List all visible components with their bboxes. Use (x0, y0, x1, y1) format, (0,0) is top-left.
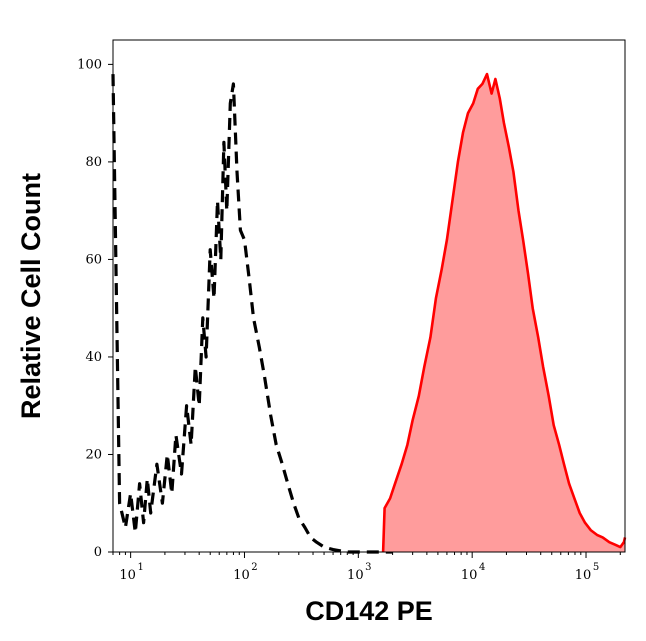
y-tick-label: 0 (94, 545, 102, 560)
y-tick-label: 40 (85, 350, 102, 365)
series-2-line (381, 72, 627, 553)
x-tick-exponent: 4 (479, 562, 485, 573)
x-tick-label: 10 (233, 568, 250, 583)
x-tick-label: 10 (119, 568, 136, 583)
x-axis-title: CD142 PE (305, 596, 433, 626)
series-1-line (111, 74, 393, 554)
series-2-area (383, 74, 625, 552)
x-tick-label: 10 (575, 568, 592, 583)
y-tick-label: 100 (77, 57, 102, 72)
x-tick-label: 10 (347, 568, 364, 583)
x-tick-exponent: 2 (251, 562, 257, 573)
series-layer (111, 72, 627, 554)
x-tick-exponent: 5 (593, 562, 599, 573)
y-tick-label: 20 (85, 447, 102, 462)
y-axis-title: Relative Cell Count (16, 173, 46, 419)
x-tick-label: 10 (461, 568, 478, 583)
y-tick-label: 60 (85, 252, 102, 267)
x-tick-exponent: 3 (365, 562, 371, 573)
x-tick-exponent: 1 (137, 562, 143, 573)
y-tick-label: 80 (85, 155, 102, 170)
plot-frame (112, 39, 626, 553)
